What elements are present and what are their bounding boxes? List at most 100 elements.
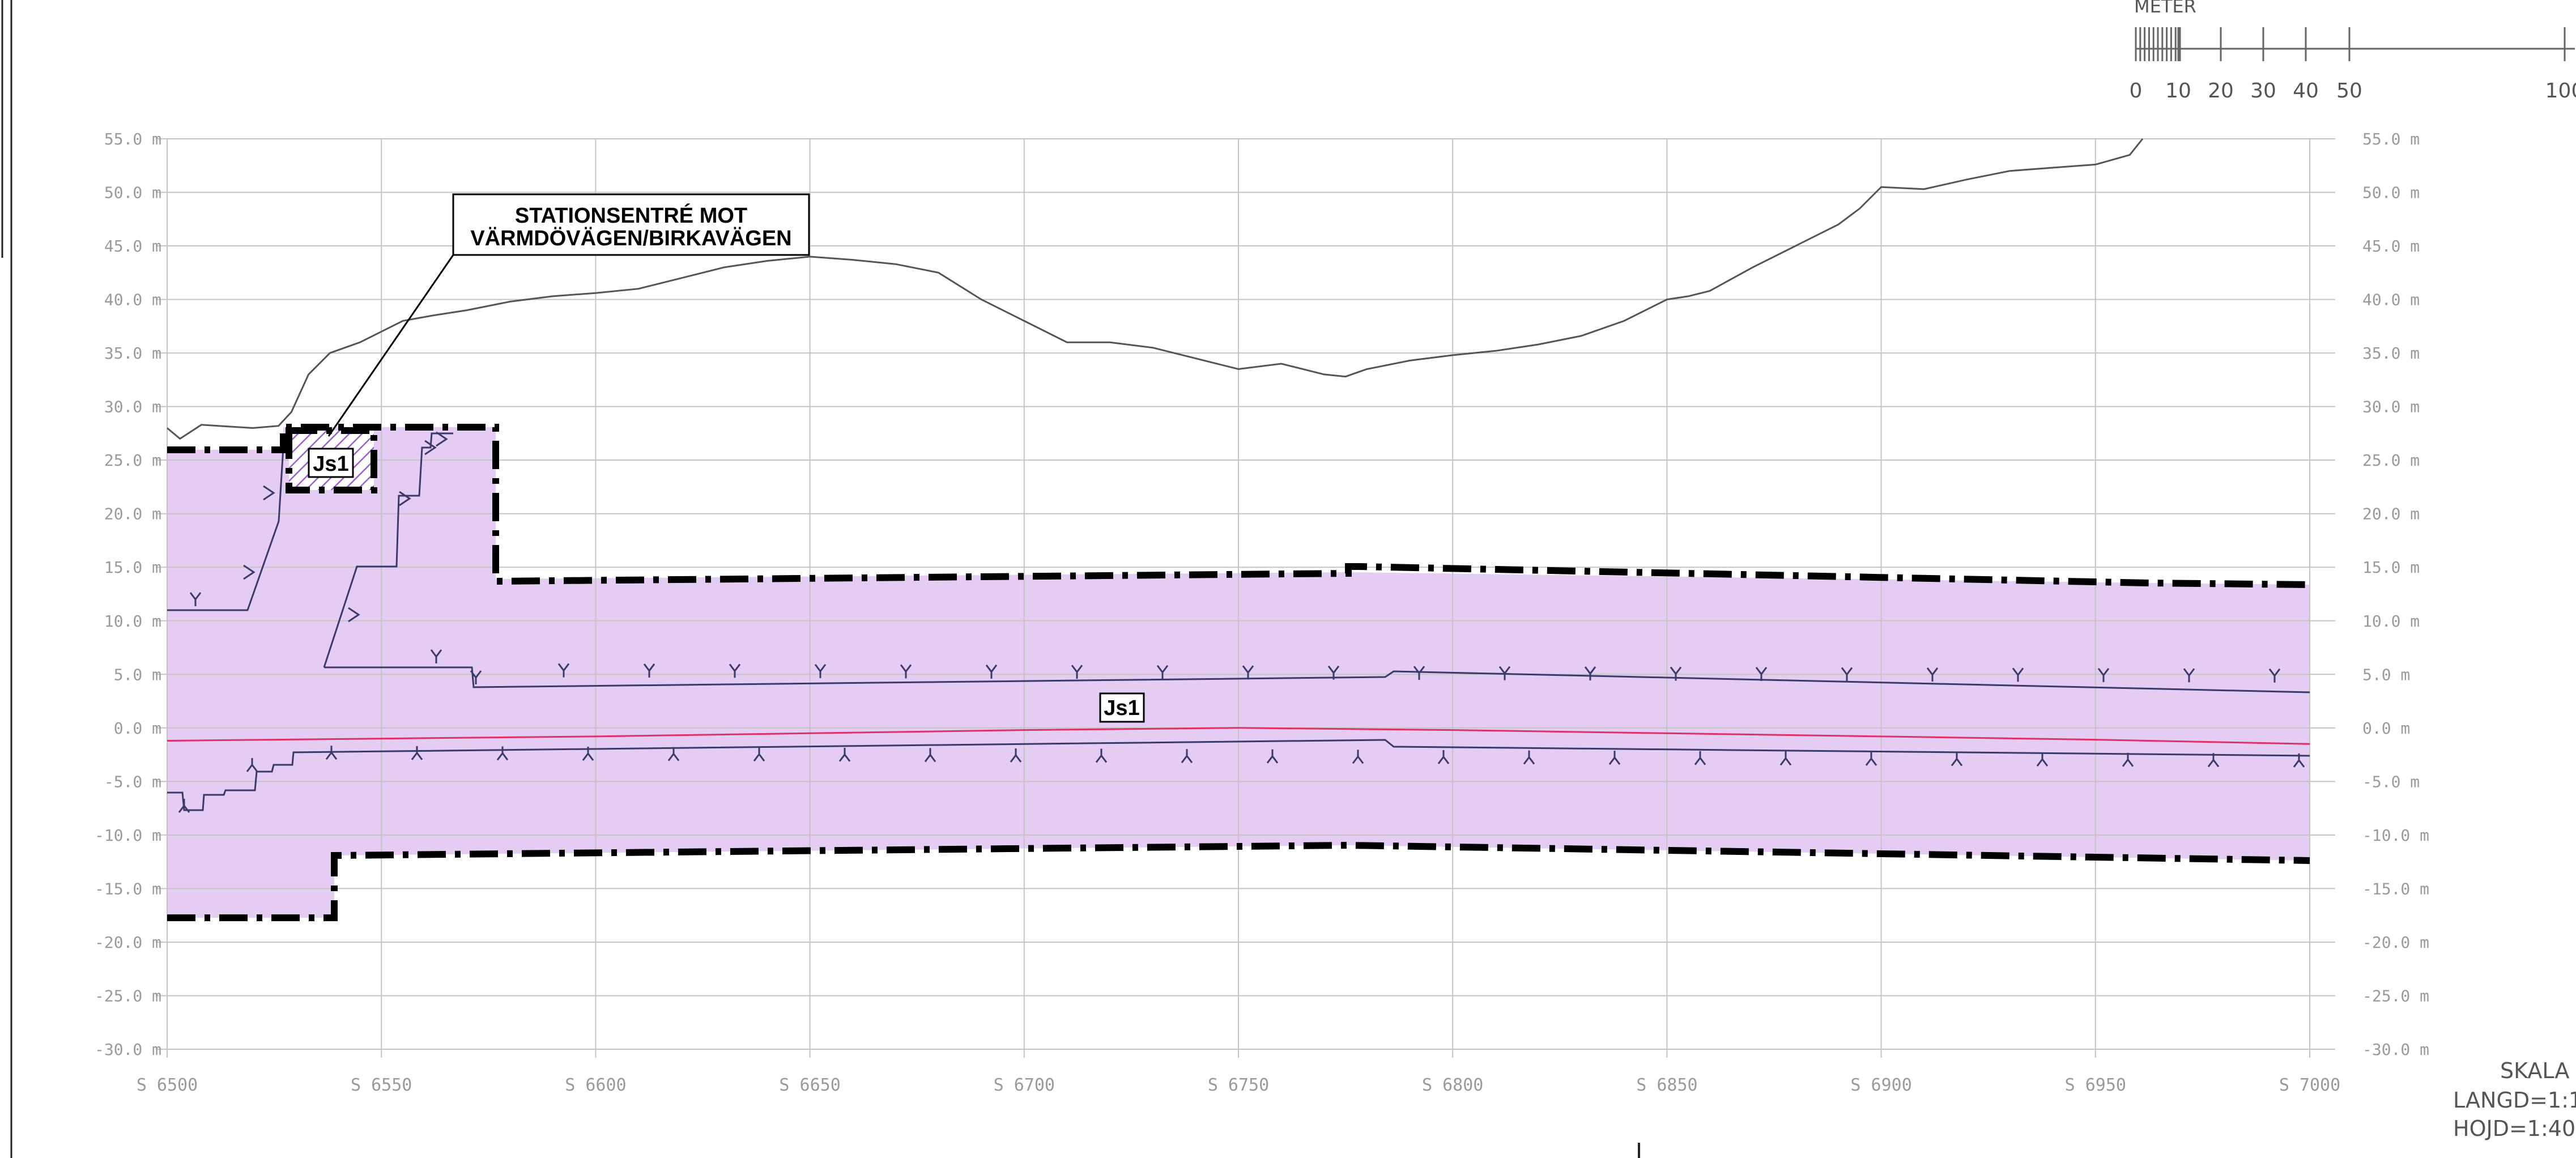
tick-glyph — [1523, 750, 1535, 765]
x-tick-label: S 6600 — [565, 1075, 626, 1095]
scale-box: SKALA LANGD=1:1000 HOJD=1:400 — [2453, 1058, 2576, 1141]
tick-glyph — [178, 799, 190, 813]
tick-glyph — [1071, 665, 1083, 679]
x-tick-label: S 6850 — [1636, 1075, 1697, 1095]
tick-glyph — [753, 747, 765, 762]
tick-glyph — [348, 607, 360, 623]
tick-glyph — [263, 485, 275, 501]
tick-glyph — [1608, 751, 1621, 765]
tick-glyph — [436, 431, 448, 447]
scale-bar: METER 0 10 20 30 40 50 100 — [2130, 0, 2576, 103]
scale-label: 0 — [2130, 79, 2143, 103]
y-tick-label: 30.0 m — [2362, 398, 2420, 416]
x-tick-label: S 6950 — [2065, 1075, 2126, 1095]
x-tick-label: S 6800 — [1422, 1075, 1483, 1095]
y-tick-label: 40.0 m — [104, 291, 161, 309]
x-tick-label: S 6900 — [1850, 1075, 1911, 1095]
y-tick-label: -20.0 m — [2362, 933, 2429, 952]
tick-glyph — [2012, 667, 2024, 682]
y-tick-label: 30.0 m — [104, 398, 161, 416]
y-tick-label: 35.0 m — [104, 344, 161, 363]
x-tick-label: S 6750 — [1208, 1075, 1269, 1095]
tick-glyph — [667, 747, 680, 761]
scale-length: LANGD=1:1000 — [2453, 1088, 2576, 1113]
tick-glyph — [1584, 666, 1596, 681]
tick-glyph — [189, 592, 202, 606]
tick-glyph — [1779, 751, 1792, 766]
x-tick-label: S 6550 — [351, 1075, 412, 1095]
y-tick-label: 55.0 m — [2362, 130, 2420, 148]
scale-height: HOJD=1:400 — [2453, 1116, 2576, 1141]
callout-box: STATIONSENTRÉ MOT VÄRMDÖVÄGEN/BIRKAVÄGEN — [452, 193, 810, 256]
scale-title: SKALA — [2500, 1058, 2569, 1083]
grid — [156, 138, 2335, 1058]
tick-glyph — [2183, 668, 2195, 683]
y-tick-label: 35.0 m — [2362, 344, 2420, 363]
y-tick-label: -10.0 m — [95, 826, 161, 845]
y-tick-label: -25.0 m — [95, 986, 161, 1005]
y-tick-label: -10.0 m — [2362, 826, 2429, 845]
tick-glyph — [430, 649, 442, 663]
scale-label: 30 — [2250, 79, 2276, 103]
tick-glyph — [1010, 748, 1022, 763]
y-tick-label: -15.0 m — [2362, 879, 2429, 898]
x-tick-label: S 6700 — [994, 1075, 1055, 1095]
y-tick-label: 45.0 m — [2362, 237, 2420, 256]
y-tick-label: 20.0 m — [104, 505, 161, 523]
tick-glyph — [2293, 753, 2305, 768]
tick-glyph — [1413, 666, 1425, 680]
tick-glyph — [1951, 752, 1963, 767]
tick-glyph — [2207, 753, 2220, 768]
y-tick-label: 20.0 m — [2362, 505, 2420, 523]
tick-glyph — [1327, 665, 1340, 680]
tick-glyph — [411, 746, 423, 760]
y-tick-label: -5.0 m — [2362, 772, 2420, 791]
y-tick-label: 50.0 m — [2362, 184, 2420, 202]
tick-glyph — [1242, 665, 1254, 680]
tick-glyph — [643, 663, 655, 678]
callout-leader — [327, 254, 454, 437]
x-axis-labels: S 6500 S 6550 S 6600 S 6650 S 6700 S 6750 S 68… — [137, 1075, 2340, 1095]
tick-glyph — [729, 663, 741, 678]
y-tick-label: 50.0 m — [104, 184, 161, 202]
tick-glyph — [1498, 666, 1511, 680]
tick-glyph — [1181, 749, 1193, 764]
scale-label: 10 — [2165, 79, 2191, 103]
y-tick-label: -25.0 m — [2362, 986, 2429, 1005]
y-tick-label: -30.0 m — [2362, 1040, 2429, 1059]
y-tick-label: -30.0 m — [95, 1040, 161, 1059]
tick-glyph — [2268, 668, 2281, 683]
svg-text:Js1: Js1 — [1104, 696, 1139, 720]
tunnel-ticks — [178, 431, 2305, 813]
y-tick-label: 45.0 m — [104, 237, 161, 256]
y-tick-label: 10.0 m — [2362, 612, 2420, 631]
tick-glyph — [1670, 666, 1682, 681]
tick-glyph — [325, 746, 338, 760]
tick-glyph — [557, 663, 570, 678]
tick-glyph — [1841, 667, 1853, 682]
tick-glyph — [424, 440, 437, 455]
tick-glyph — [399, 491, 411, 506]
tick-glyph — [1865, 751, 1877, 766]
tick-glyph — [2122, 752, 2134, 767]
tick-glyph — [1755, 667, 1768, 682]
y-tick-label: 5.0 m — [2362, 665, 2410, 684]
tick-glyph — [243, 564, 256, 580]
entrance-boundary — [286, 427, 377, 493]
x-tick-label: S 6500 — [137, 1075, 198, 1095]
scale-label: 20 — [2208, 79, 2234, 103]
scale-bar-unit: METER — [2134, 0, 2196, 17]
svg-text:Js1: Js1 — [313, 452, 348, 476]
y-axis-labels-right: 55.0 m 50.0 m 45.0 m 40.0 m 35.0 m 30.0 m 25.0… — [2362, 130, 2429, 1059]
tick-glyph — [470, 670, 482, 684]
scale-label: 100 — [2545, 79, 2576, 103]
tick-glyph — [1437, 750, 1450, 764]
tick-glyph — [246, 758, 258, 772]
scale-label: 40 — [2293, 79, 2319, 103]
y-tick-label: -15.0 m — [95, 879, 161, 898]
zone-boundary — [167, 424, 2310, 921]
tick-glyph — [924, 748, 936, 763]
tick-glyph — [1156, 665, 1169, 679]
callout-line-2: VÄRMDÖVÄGEN/BIRKAVÄGEN — [470, 226, 791, 250]
